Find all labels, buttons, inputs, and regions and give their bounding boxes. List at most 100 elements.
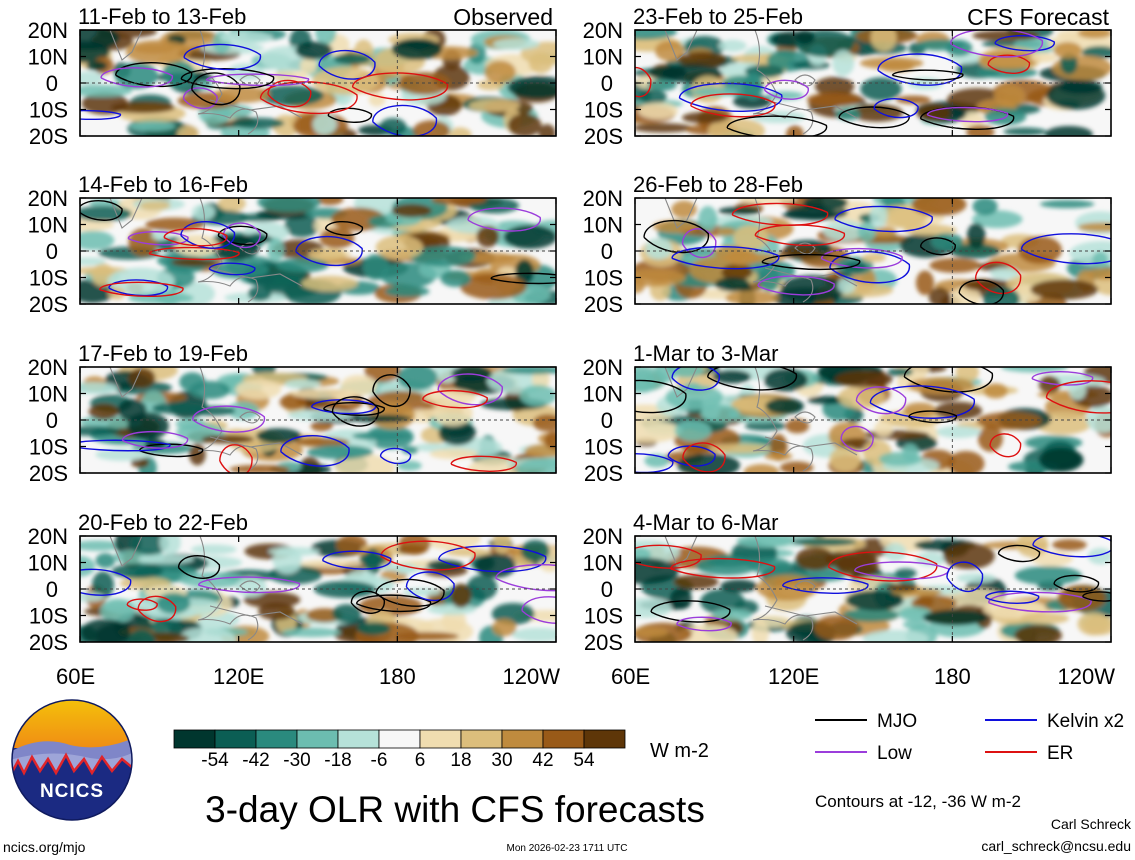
- colorbar-swatch: [296, 729, 339, 749]
- y-tick-label: 20N: [583, 355, 623, 380]
- contour-line: [829, 251, 910, 284]
- contour-line: [267, 79, 312, 108]
- contour-line: [690, 93, 776, 118]
- contour-line: [869, 385, 975, 419]
- contour-line: [903, 367, 993, 393]
- footer-url[interactable]: ncics.org/mjo: [3, 839, 86, 855]
- ncics-logo: NCICS: [11, 699, 133, 821]
- contour-line: [643, 219, 709, 254]
- colorbar-swatch: [255, 729, 298, 749]
- wave-contours: [80, 200, 556, 298]
- contour-line: [405, 571, 455, 602]
- x-tick-label: 120E: [768, 664, 819, 689]
- chart-title: 3-day OLR with CFS forecasts: [205, 789, 705, 830]
- colorbar-tick-label: 18: [450, 750, 471, 771]
- contour-line: [682, 442, 726, 473]
- olr-field: [80, 198, 556, 304]
- contour-line: [183, 43, 262, 71]
- contour-line: [182, 87, 218, 110]
- colorbar-tick-label: -54: [201, 750, 229, 771]
- contour-line: [126, 598, 158, 611]
- legend-label: ER: [1047, 743, 1073, 764]
- column-header-forecast: CFS Forecast: [967, 4, 1109, 30]
- y-tick-label: 20N: [583, 524, 623, 549]
- y-tick-label: 0: [601, 71, 613, 96]
- legend-label: Kelvin x2: [1047, 711, 1124, 732]
- contour-line: [919, 237, 956, 256]
- contour-line: [989, 433, 1022, 458]
- contour-line: [323, 402, 385, 416]
- contour-line: [197, 576, 301, 594]
- colorbar-tick-label: -42: [242, 750, 269, 771]
- contour-line: [351, 72, 449, 101]
- contour-line: [521, 596, 556, 624]
- contour-line: [467, 207, 541, 232]
- colorbar-unit: W m-2: [650, 740, 709, 762]
- contour-line: [854, 561, 950, 580]
- legend-label: Low: [877, 743, 912, 764]
- colorbar-tick-label: 42: [532, 750, 553, 771]
- y-tick-label: 10S: [29, 98, 68, 123]
- contour-line: [908, 410, 958, 424]
- contour-line: [100, 67, 173, 88]
- coastlines: [664, 30, 858, 135]
- y-tick-label: 10N: [28, 45, 68, 70]
- contour-line: [80, 200, 123, 221]
- contour-line: [380, 540, 476, 571]
- column-header-observed: Observed: [453, 4, 553, 30]
- legend-item: ER: [985, 743, 1073, 764]
- contour-line: [331, 396, 380, 427]
- y-tick-label: 0: [46, 239, 58, 264]
- contour-line: [108, 279, 169, 297]
- contour-line: [422, 389, 488, 409]
- contour-line: [379, 447, 412, 465]
- y-tick-label: 10N: [28, 382, 68, 407]
- y-tick-label: 20S: [29, 292, 68, 317]
- contour-line: [222, 222, 261, 249]
- footer-email[interactable]: carl_schreck@ncsu.edu: [981, 838, 1131, 854]
- wave-contours: [80, 373, 517, 473]
- coastlines: [664, 198, 858, 303]
- contour-legend: MJO Kelvin x2 Low ER: [815, 711, 1124, 764]
- contour-line: [987, 54, 1031, 74]
- y-tick-label: 10N: [583, 551, 623, 576]
- contour-line: [707, 367, 797, 391]
- contour-line: [1082, 591, 1111, 602]
- contour-line: [782, 577, 869, 595]
- contour-line: [163, 227, 228, 247]
- y-tick-label: 10N: [28, 213, 68, 238]
- contour-line: [994, 34, 1055, 52]
- contour-line: [669, 557, 776, 579]
- x-tick-label: 60E: [611, 664, 650, 689]
- colorbar: -54 -42 -30 -18 -6 6 18 30 42 54: [173, 729, 626, 771]
- olr-field: [80, 367, 556, 473]
- contour-line: [840, 425, 874, 452]
- x-tick-label: 120W: [503, 664, 561, 689]
- contour-line: [208, 262, 256, 276]
- contour-line: [280, 435, 350, 467]
- contour-line: [205, 73, 310, 87]
- contour-line: [926, 106, 1009, 123]
- legend-item: MJO: [815, 711, 917, 732]
- x-tick-label: 60E: [56, 664, 95, 689]
- contour-line: [726, 115, 828, 136]
- wave-contours: [635, 536, 1111, 632]
- contour-line: [1020, 233, 1111, 265]
- colorbar-tick-label: -30: [283, 750, 310, 771]
- colorbar-swatch: [583, 729, 626, 749]
- contour-line: [1032, 536, 1111, 558]
- y-tick-label: 10S: [584, 435, 623, 460]
- wave-contours: [643, 202, 1111, 304]
- contour-line: [127, 231, 189, 246]
- contour-line: [681, 228, 717, 259]
- y-tick-label: 10N: [583, 213, 623, 238]
- contour-line: [80, 568, 132, 596]
- y-tick-label: 20N: [583, 18, 623, 43]
- contour-line: [180, 67, 275, 90]
- contour-line: [372, 374, 411, 408]
- y-tick-label: 0: [601, 239, 613, 264]
